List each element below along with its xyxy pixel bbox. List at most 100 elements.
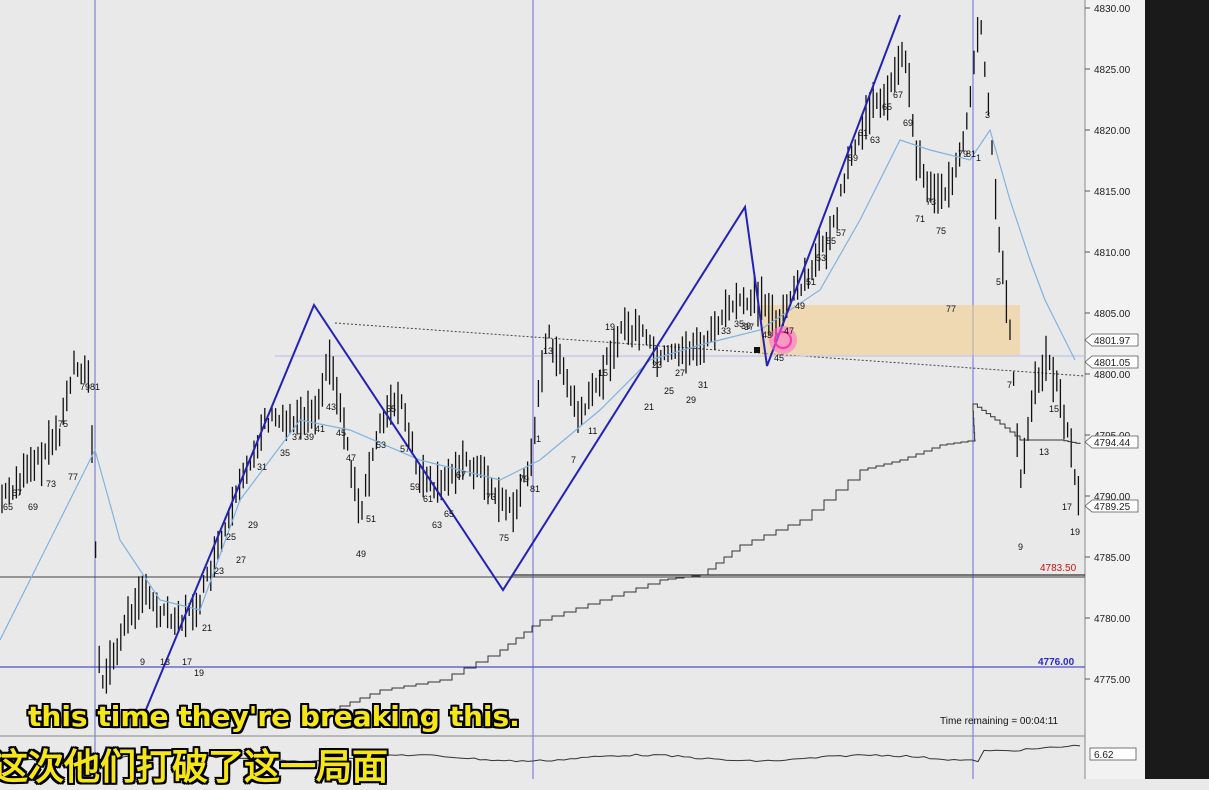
price-axis-label: 4775.00 [1094,675,1131,686]
price-tag-indicator: 6.62 [1089,747,1137,761]
bar-count-label: 19 [1070,527,1080,537]
price-axis-label: 4825.00 [1094,65,1131,76]
indicator-line [0,744,1081,763]
bar-count-label: 47 [346,453,356,463]
bar-count-label: 61 [858,128,868,138]
price-axis-label: 4780.00 [1094,614,1131,625]
bar-count-label: 73 [46,479,56,489]
price-axis-label: 4815.00 [1094,187,1131,198]
cursor-ring [774,331,792,349]
bar-count-label: 13 [1039,447,1049,457]
bar-count-label: 61 [423,494,433,504]
bar-count-label: 75 [936,226,946,236]
bar-count-label: 5 [996,277,1001,287]
cursor-marker [754,347,760,353]
bar-count-label: 53 [816,253,826,263]
bar-count-label: 25 [664,386,674,396]
price-tag-4794: 4794.44 [1084,435,1139,449]
bar-count-label: 21 [644,402,654,412]
bar-count-label: 15 [1049,404,1059,414]
price-tag-current-text: 4801.97 [1094,336,1131,347]
time-remaining-label: Time remaining = 00:04:11 [940,716,1059,727]
price-axis-label: 4790.00 [1094,492,1131,503]
price-axis-labels: 4830.00 4825.00 4820.00 4815.00 4810.00 4805.… [1085,4,1131,686]
bar-count-label: 1 [536,434,541,444]
price-axis-label: 4830.00 [1094,4,1131,15]
bar-count-label: 67 [893,90,903,100]
bar-count-label: 21 [202,623,212,633]
bar-count-label: 55 [826,236,836,246]
price-tag-4789: 4789.25 [1084,499,1139,513]
bar-count-label: 1 [976,153,981,163]
bar-count-label: 13 [543,346,553,356]
bar-count-label: 81 [530,484,540,494]
cursor-highlight [769,326,797,354]
subtitle-english: this time they're breaking this. [28,700,520,733]
moving-average-line [0,128,1076,641]
bar-count-label: 45 [774,353,784,363]
bar-count-label: 53 [376,440,386,450]
price-tag-4794-text: 4794.44 [1094,438,1131,449]
bar-count-label: 7 [1007,380,1012,390]
bar-count-label: 43 [326,402,336,412]
bar-count-label: 81 [90,382,100,392]
price-tag-4801-text: 4801.05 [1094,358,1131,369]
bar-count-label: 67 [12,488,22,498]
price-tag-4776: 4776.00 [1038,657,1075,668]
bar-count-label: 27 [675,368,685,378]
bar-count-label: 81 [966,149,976,159]
bar-count-label: 35 [734,319,744,329]
price-axis-label: 4820.00 [1094,126,1131,137]
bar-count-label: 39 [304,432,314,442]
bar-count-label: 39 [741,321,751,331]
bar-count-label: 29 [686,395,696,405]
price-tag-4789-text: 4789.25 [1094,502,1131,513]
price-axis-label: 4785.00 [1094,553,1131,564]
bar-count-label: 79 [519,474,529,484]
bar-count-label: 59 [848,153,858,163]
bar-count-label: 47 [784,326,794,336]
bar-count-label: 77 [946,304,956,314]
price-axis-label: 4805.00 [1094,309,1131,320]
bar-count-label: 9 [1018,542,1023,552]
price-tag-4801: 4801.05 [1084,355,1139,369]
price-tag-current: 4801.97 [1084,333,1139,347]
bar-count-label: 35 [280,448,290,458]
subtitle-chinese: 这次他们打破了这一局面 [0,747,389,788]
bar-count-label: 73 [486,492,496,502]
bar-count-label: 65 [882,102,892,112]
bar-count-label: 63 [870,135,880,145]
price-tag-indicator-text: 6.62 [1094,750,1114,761]
bar-count-label: 55 [386,404,396,414]
bar-count-label: 79 [958,149,968,159]
bar-count-label: 49 [356,549,366,559]
price-axis-panel [1085,0,1145,779]
bar-count-label: 15 [598,368,608,378]
bar-count-label: 3 [985,110,990,120]
bar-count-label: 23 [214,566,224,576]
bar-count-label: 37 [744,322,754,332]
bar-count-label: 25 [226,532,236,542]
price-axis-label: 4810.00 [1094,248,1131,259]
bar-count-label: 7 [571,455,576,465]
price-tag-4783: 4783.50 [1040,563,1077,574]
bar-count-label: 45 [336,428,346,438]
bar-count-label: 31 [698,380,708,390]
price-axis-label: 4800.00 [1094,370,1131,381]
bar-count-label: 11 [588,426,597,436]
bar-count-label: 49 [795,301,805,311]
bar-count-label: 19 [194,668,204,678]
bar-count-label: 19 [605,322,615,332]
bar-count-label: 65 [3,502,13,512]
trendline [334,322,1086,377]
bar-count-label: 33 [721,326,731,336]
bar-count-label: 17 [1062,502,1072,512]
bar-count-label: 73 [926,197,936,207]
bar-count-label: 63 [432,520,442,530]
cumulative-step-line [330,403,1081,711]
bar-count-label: 69 [903,118,913,128]
bar-count-label: 75 [58,419,68,429]
